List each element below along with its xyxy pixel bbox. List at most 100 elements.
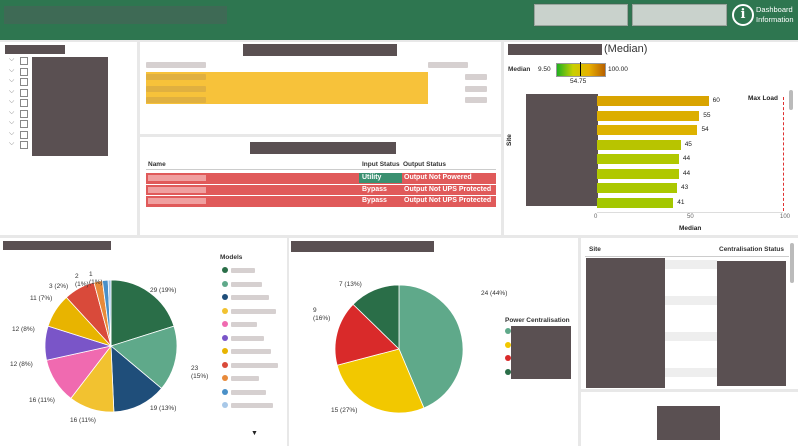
status-panel: Name Input Status Output Status Utility O…: [140, 137, 501, 235]
filter-checkbox[interactable]: [20, 109, 28, 118]
pie-slice[interactable]: [336, 348, 425, 414]
pie-slice[interactable]: [334, 303, 400, 366]
info-label[interactable]: Dashboard Information: [756, 5, 794, 25]
filter-checkbox[interactable]: [20, 120, 28, 128]
models-legend-dot: [222, 402, 228, 408]
pie-slice-label: 2: [75, 273, 79, 280]
summary-col-header: [428, 62, 468, 68]
pie-slice-label: 19 (13%): [150, 405, 176, 412]
expand-chevron-icon[interactable]: ⌵: [9, 129, 15, 137]
pie-slice[interactable]: [107, 279, 112, 347]
filter-title: [5, 45, 65, 54]
summary-row-3: [146, 86, 206, 92]
pie-slice[interactable]: [398, 284, 464, 409]
median-bar[interactable]: [597, 110, 700, 121]
median-bar[interactable]: [597, 154, 679, 164]
pie-slice-label: 29 (19%): [150, 287, 176, 294]
expand-chevron-icon[interactable]: ⌵: [9, 119, 15, 126]
expand-chevron-icon[interactable]: ⌵: [9, 77, 15, 84]
median-scrollbar[interactable]: [789, 90, 793, 110]
centralisation-row: [665, 296, 717, 305]
pie-slice-label: (15%): [191, 373, 208, 380]
output-status-cell: Output Not UPS Protected: [404, 185, 492, 193]
models-legend-name: [231, 376, 259, 381]
models-legend-name: [231, 362, 278, 368]
median-bar-label: 44: [682, 169, 691, 177]
filter-checkbox[interactable]: [20, 78, 28, 86]
models-legend-dot: [222, 267, 228, 273]
models-legend-name: [231, 335, 264, 341]
header-button-1[interactable]: [534, 4, 628, 26]
centralisation-row: [665, 350, 717, 359]
median-bar-label: 45: [684, 140, 692, 148]
status-row-bg: [146, 196, 496, 207]
pie-slice-label: (1%): [75, 281, 89, 288]
status-row-bg: [146, 184, 496, 195]
median-bar[interactable]: [597, 183, 677, 193]
models-legend-name: [231, 281, 262, 287]
centralisation-row: [665, 332, 717, 341]
centralisation-scrollbar[interactable]: [790, 243, 794, 283]
pie-slice[interactable]: [110, 279, 175, 347]
expand-chevron-icon[interactable]: ⌵: [9, 56, 15, 63]
median-bar[interactable]: [597, 96, 709, 106]
filter-checkbox[interactable]: [20, 130, 28, 139]
pie-slice-label: 23: [191, 365, 199, 372]
median-title-suffix: (Median): [604, 43, 648, 55]
pie-slice[interactable]: [110, 345, 163, 413]
filter-panel: ⌵ ⌵ ⌵ ⌵ ⌵ ⌵ ⌵ ⌵ ⌵: [0, 42, 137, 235]
pie-slice[interactable]: [110, 325, 178, 389]
status-title: [250, 142, 396, 154]
pie-slice-label: 9: [313, 307, 317, 314]
max-load-line: [783, 97, 784, 211]
input-status-cell: Bypass: [359, 196, 402, 206]
filter-names: [32, 57, 108, 156]
status-row-bg: [146, 173, 496, 184]
power-title: [291, 241, 434, 252]
info-label-line1: Dashboard: [756, 5, 793, 14]
header-button-2[interactable]: [632, 4, 727, 26]
median-bar-label: 54: [701, 126, 709, 133]
summary-row-1: [146, 62, 206, 68]
filter-checkbox[interactable]: [20, 67, 28, 76]
expand-chevron-icon[interactable]: ⌵: [9, 87, 15, 95]
centralisation-row: [665, 260, 717, 269]
centralisation-panel: Site Centralisation Status: [581, 238, 798, 389]
status-name-redacted: [148, 198, 206, 204]
pie-slice-label: 3 (2%): [49, 283, 68, 290]
expand-chevron-icon[interactable]: ⌵: [9, 140, 15, 147]
kpi-card: [581, 392, 798, 446]
summary-val-2: [465, 86, 487, 92]
pie-slice[interactable]: [352, 284, 400, 350]
status-name-redacted: [148, 175, 206, 181]
centralisation-row: [665, 314, 717, 323]
median-legend-max: 100.00: [608, 66, 628, 73]
app-header: i Dashboard Information: [0, 0, 798, 40]
input-status-cell: Bypass: [359, 184, 402, 195]
centralisation-row: [665, 278, 717, 287]
output-status-cell: Output Not UPS Protected: [404, 197, 492, 204]
filter-checkbox[interactable]: [20, 141, 28, 149]
filter-checkbox[interactable]: [20, 88, 28, 97]
filter-checkbox[interactable]: [20, 57, 28, 65]
legend-scroll-down-icon[interactable]: ▼: [251, 430, 258, 437]
expand-chevron-icon[interactable]: ⌵: [9, 98, 15, 105]
models-legend-dot: [222, 321, 228, 327]
models-legend-name: [231, 389, 266, 395]
median-x-tick: 100: [780, 214, 791, 220]
centralisation-row: [665, 368, 717, 377]
median-bar[interactable]: [597, 197, 674, 208]
median-bar[interactable]: [597, 168, 679, 179]
pie-slice-label: 24 (44%): [481, 290, 507, 297]
summary-row-2: [146, 74, 206, 80]
expand-chevron-icon[interactable]: ⌵: [9, 108, 15, 116]
expand-chevron-icon[interactable]: ⌵: [9, 66, 15, 74]
info-icon[interactable]: i: [732, 4, 754, 26]
pie-slice-label: 15 (27%): [331, 407, 357, 414]
models-title: [3, 241, 111, 250]
models-legend-name: [231, 349, 271, 354]
models-legend-dot: [222, 294, 228, 300]
median-bar[interactable]: [597, 125, 698, 135]
median-bar[interactable]: [597, 139, 681, 150]
filter-checkbox[interactable]: [20, 99, 28, 107]
